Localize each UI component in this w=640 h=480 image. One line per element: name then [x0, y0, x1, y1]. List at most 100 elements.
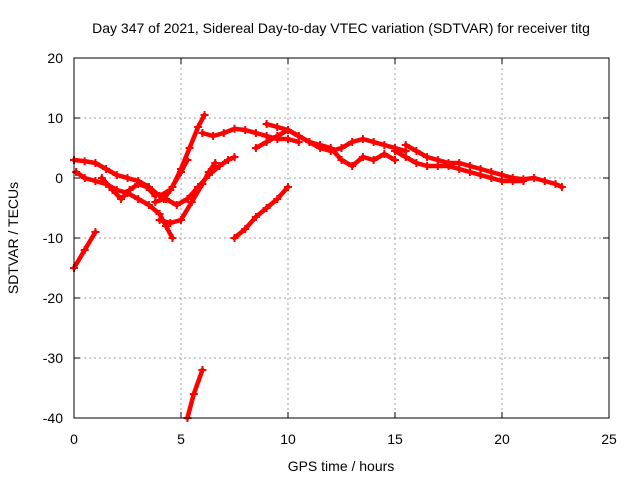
data-point: [72, 168, 81, 176]
data-point: [348, 138, 357, 146]
data-point: [273, 123, 282, 131]
data-point: [455, 165, 464, 173]
data-point: [358, 153, 367, 161]
data-point: [91, 177, 100, 185]
data-point: [211, 159, 220, 167]
data-point: [209, 132, 218, 140]
series-track-9: [200, 126, 301, 145]
data-point: [230, 153, 239, 161]
data-point: [262, 204, 271, 212]
x-tick-label: 0: [70, 431, 78, 447]
data-point: [423, 162, 432, 170]
data-point: [134, 180, 143, 188]
data-point: [358, 135, 367, 143]
data-point: [551, 180, 560, 188]
data-point: [498, 177, 506, 185]
data-point: [273, 195, 282, 203]
y-axis-label: SDTVAR / TECUs: [5, 182, 21, 294]
data-point: [284, 135, 292, 143]
axis-ticks: [73, 57, 610, 419]
data-point: [251, 213, 260, 221]
y-tick-label: -10: [43, 230, 63, 246]
data-point: [305, 138, 314, 146]
x-tick-label: 5: [177, 431, 185, 447]
data-point: [401, 141, 410, 149]
data-point: [380, 141, 389, 149]
data-point: [241, 126, 250, 134]
data-point: [112, 171, 121, 179]
data-point: [557, 183, 566, 191]
data-point: [348, 162, 357, 170]
x-tick-label: 10: [280, 431, 296, 447]
data-point: [224, 156, 233, 164]
y-tick-labels: 20 10 0 -10 -20 -30 -40: [43, 50, 63, 426]
data-point: [519, 177, 528, 185]
data-point: [102, 165, 111, 173]
data-point: [540, 177, 549, 185]
series-track-4: [73, 169, 175, 241]
data-series-group: [70, 111, 566, 422]
data-point: [204, 171, 213, 179]
data-point: [194, 183, 203, 191]
grid-lines: [74, 58, 609, 418]
data-point: [187, 198, 196, 206]
data-point: [123, 174, 132, 182]
data-point: [230, 234, 239, 242]
x-tick-label: 20: [494, 431, 510, 447]
data-point: [155, 216, 164, 224]
data-point: [219, 129, 228, 137]
data-point: [162, 195, 171, 203]
data-point: [230, 124, 239, 133]
data-point: [183, 195, 192, 203]
y-tick-label: -20: [43, 290, 63, 306]
data-point: [134, 195, 143, 203]
data-point: [215, 162, 224, 170]
data-point: [108, 186, 117, 194]
data-point: [391, 147, 399, 155]
data-point: [172, 201, 181, 209]
data-point: [142, 183, 151, 191]
data-point: [423, 153, 432, 161]
data-point: [198, 129, 207, 137]
x-tick-label: 15: [387, 431, 403, 447]
y-tick-label: -30: [43, 350, 63, 366]
data-point: [117, 195, 126, 203]
data-point: [185, 144, 194, 152]
data-point: [91, 228, 100, 236]
y-tick-label: 20: [47, 50, 63, 66]
data-point: [476, 171, 485, 179]
data-point: [251, 129, 260, 137]
data-point: [412, 147, 421, 155]
data-point: [262, 138, 271, 146]
data-point: [144, 201, 153, 209]
x-tick-labels: 0 5 10 15 20 25: [70, 431, 617, 447]
data-point: [251, 144, 260, 152]
data-point: [401, 153, 410, 161]
data-point: [465, 168, 474, 176]
data-point: [273, 132, 282, 140]
data-point: [80, 157, 89, 166]
data-point: [177, 165, 185, 173]
data-point: [369, 138, 378, 146]
data-point: [530, 174, 539, 182]
data-point: [241, 225, 250, 233]
data-point: [151, 198, 160, 206]
data-point: [166, 219, 175, 227]
series-track-12: [232, 184, 291, 241]
data-point: [97, 174, 106, 182]
data-point: [198, 366, 207, 374]
data-point: [168, 183, 177, 191]
data-point: [326, 144, 335, 152]
data-point: [284, 183, 292, 191]
data-point: [200, 111, 209, 119]
data-point: [337, 144, 346, 152]
data-point: [80, 174, 89, 182]
data-point: [284, 126, 292, 134]
series-track-13: [403, 142, 565, 190]
data-point: [177, 216, 185, 224]
chart-title: Day 347 of 2021, Sidereal Day-to-day VTE…: [92, 20, 590, 36]
y-tick-label: 0: [55, 170, 63, 186]
data-point: [369, 156, 378, 164]
data-point: [91, 159, 100, 167]
y-tick-label: 10: [47, 110, 63, 126]
